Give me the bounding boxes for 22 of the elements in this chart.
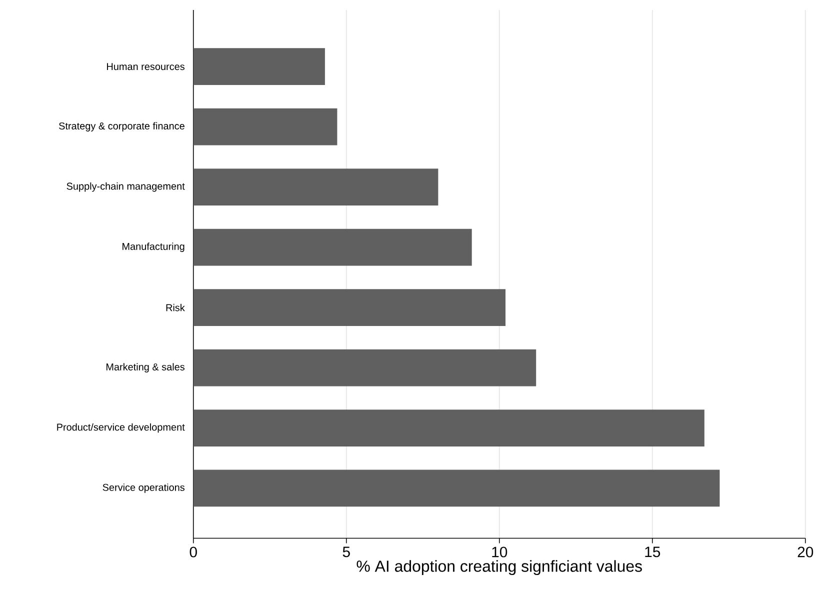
y-tick-label: Product/service development (57, 423, 185, 433)
bar (193, 108, 338, 146)
y-tick-label: Marketing & sales (106, 363, 185, 372)
x-tick-label: 10 (492, 546, 508, 558)
bar (193, 470, 720, 507)
y-tick-label: Supply-chain management (66, 182, 185, 192)
y-tick-label: Service operations (102, 484, 185, 493)
bar (193, 289, 506, 326)
y-tick-label: Strategy & corporate finance (59, 122, 184, 132)
bar (193, 168, 438, 206)
bar (193, 410, 704, 446)
x-axis-title: % AI adoption creating signficiant values (356, 560, 642, 576)
y-tick-label: Human resources (107, 63, 185, 70)
y-tick-label: Manufacturing (122, 242, 184, 252)
x-tick-label: 5 (342, 546, 350, 558)
x-tick-label: 20 (798, 546, 814, 558)
x-tick-label: 15 (645, 546, 660, 558)
bar (193, 228, 472, 266)
x-tick-label: 0 (190, 546, 197, 558)
bar (193, 48, 325, 86)
bar (193, 349, 536, 386)
y-tick-label: Risk (166, 304, 185, 312)
